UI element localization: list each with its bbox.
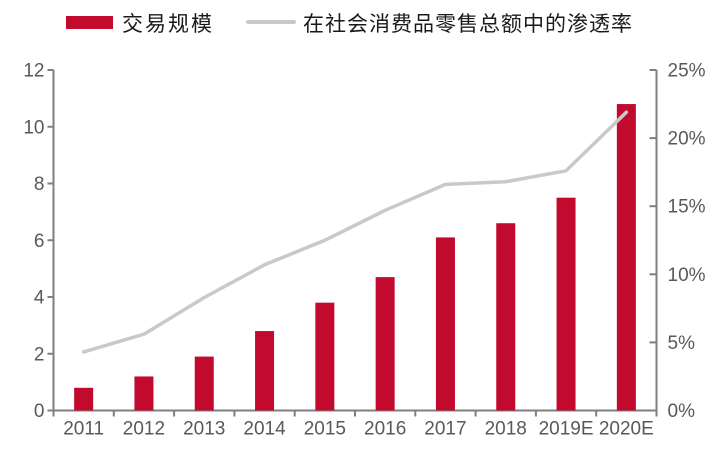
- line-series-swatch: [246, 20, 296, 24]
- x-axis-category-label: 2016: [364, 419, 406, 440]
- x-axis-category-label: 2012: [123, 419, 165, 440]
- right-axis-tick-label: 15%: [668, 197, 706, 218]
- bar-2011: [74, 387, 94, 411]
- penetration-rate-line: [81, 110, 629, 354]
- x-axis-category-label: 2017: [424, 419, 466, 440]
- right-axis-tick-label: 20%: [668, 129, 706, 150]
- left-axis-tick-label: 12: [23, 61, 44, 82]
- bar-2012: [134, 376, 154, 411]
- x-axis-category-label: 2019E: [539, 419, 594, 440]
- bar-2015: [315, 302, 335, 411]
- x-axis-category-label: 2018: [485, 419, 527, 440]
- x-axis-category-label: 2015: [304, 419, 346, 440]
- right-axis-tick-label: 10%: [668, 265, 706, 286]
- bar-2018: [496, 223, 516, 411]
- bar-2020E: [616, 104, 636, 411]
- left-axis-tick-label: 10: [23, 117, 44, 138]
- right-axis-tick-label: 25%: [668, 61, 706, 82]
- bar-2013: [194, 356, 214, 411]
- line-series-label: 在社会消费品零售总额中的渗透率: [303, 12, 633, 36]
- bar-2014: [255, 331, 275, 411]
- right-axis-tick-label: 5%: [668, 333, 696, 354]
- left-axis-tick-label: 6: [34, 231, 45, 252]
- x-axis-category-label: 2011: [63, 419, 104, 440]
- bar-series-label: 交易规模: [122, 12, 214, 36]
- left-axis-tick-label: 2: [34, 344, 45, 365]
- left-axis-tick-label: 8: [34, 174, 45, 195]
- left-axis-tick-label: 0: [34, 401, 45, 422]
- left-axis-tick-label: 4: [34, 288, 45, 309]
- bar-2016: [375, 277, 395, 411]
- bar-series-swatch: [66, 16, 113, 29]
- bar-2019E: [556, 197, 576, 411]
- x-axis-category-label: 2014: [243, 419, 286, 440]
- bar-2017: [435, 237, 455, 411]
- right-axis-tick-label: 0%: [668, 401, 696, 422]
- x-axis-category-label: 2020E: [599, 419, 654, 440]
- chart-legend: 交易规模 在社会消费品零售总额中的渗透率: [0, 10, 719, 46]
- x-axis-category-label: 2013: [183, 419, 225, 440]
